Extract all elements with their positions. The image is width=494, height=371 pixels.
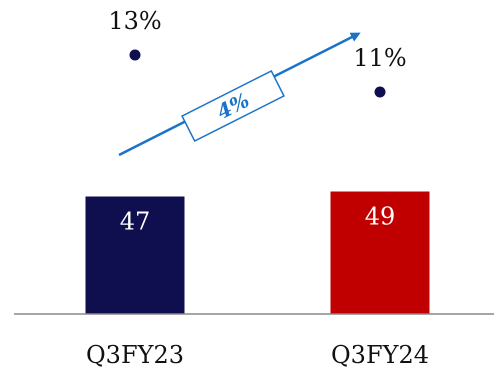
percent-label: 13% bbox=[108, 7, 161, 35]
percent-label: 11% bbox=[353, 44, 406, 72]
category-labels-group: Q3FY23 Q3FY24 bbox=[86, 341, 429, 369]
bar-values-group: 47 49 bbox=[120, 203, 396, 236]
bars-group bbox=[85, 191, 430, 314]
bar-value-label: 47 bbox=[120, 208, 151, 236]
bar-q3fy24 bbox=[330, 191, 430, 314]
percent-labels-group: 13% 11% bbox=[108, 7, 406, 72]
bar-value-label: 49 bbox=[365, 203, 396, 231]
category-label: Q3FY24 bbox=[331, 341, 429, 369]
percent-markers-group bbox=[129, 49, 386, 98]
percent-marker bbox=[129, 49, 141, 61]
growth-box bbox=[181, 69, 285, 143]
percent-marker bbox=[374, 86, 386, 98]
bar-q3fy23 bbox=[85, 196, 185, 314]
category-label: Q3FY23 bbox=[86, 341, 184, 369]
growth-callout: 4% bbox=[181, 69, 285, 143]
